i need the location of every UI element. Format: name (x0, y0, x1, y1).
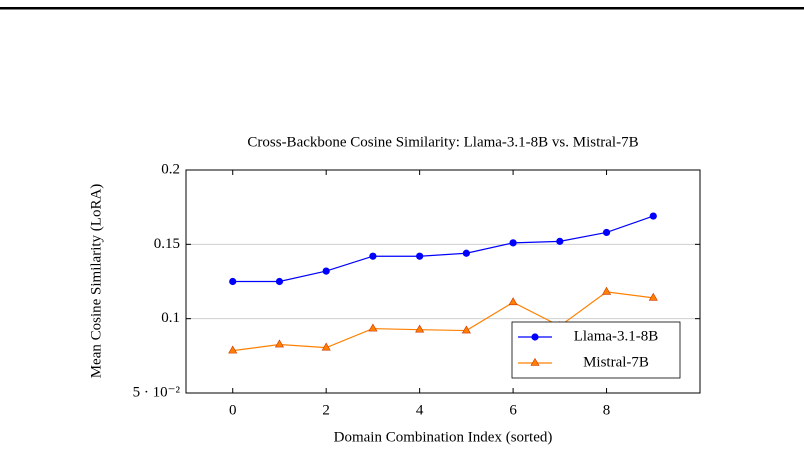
data-point (602, 286, 612, 295)
legend-marker (531, 333, 539, 341)
data-point (602, 228, 611, 237)
x-tick-label: 8 (603, 402, 611, 418)
data-point (556, 237, 564, 245)
series-line (232, 291, 654, 352)
x-tick-label: 2 (322, 402, 330, 418)
data-point (369, 252, 377, 260)
legend-box (511, 321, 681, 379)
y-tick-label: 0.2 (161, 161, 180, 177)
chart-title: Cross-Backbone Cosine Similarity: Llama-… (247, 134, 638, 150)
legend-marker (530, 357, 540, 366)
x-tick-label: 6 (509, 402, 517, 418)
data-point (509, 239, 517, 247)
data-point (415, 324, 425, 333)
header-rule (0, 7, 804, 10)
x-axis-label: Domain Combination Index (sorted) (334, 429, 553, 445)
y-tick-label: 5 · 10⁻² (133, 384, 181, 400)
data-point (648, 292, 658, 301)
x-tick-label: 0 (229, 402, 237, 418)
plot-frame (185, 169, 701, 394)
data-point (228, 345, 238, 354)
data-point (321, 342, 331, 351)
data-point (416, 252, 424, 260)
legend-label: Mistral-7B (583, 354, 649, 370)
data-point (274, 339, 284, 348)
y-tick-label: 0.15 (154, 236, 180, 252)
legend-label: Llama-3.1-8B (574, 328, 659, 344)
data-point (508, 297, 518, 306)
y-axis-label: Mean Cosine Similarity (LoRA) (88, 184, 104, 379)
data-point (649, 212, 657, 220)
data-point (322, 267, 330, 275)
series-line (232, 215, 654, 283)
data-point (368, 323, 378, 332)
data-point (462, 249, 470, 257)
x-tick-label: 4 (416, 402, 424, 418)
data-point (229, 277, 237, 286)
data-point (461, 325, 471, 334)
y-tick-label: 0.1 (161, 310, 180, 326)
data-point (275, 277, 284, 286)
